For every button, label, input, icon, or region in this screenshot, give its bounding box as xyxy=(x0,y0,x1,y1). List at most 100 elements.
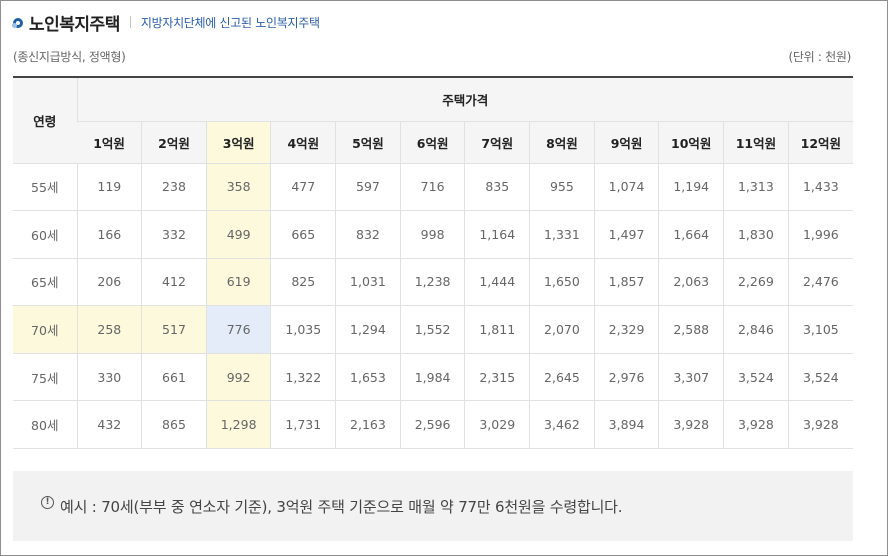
value-cell: 3,928 xyxy=(787,400,853,450)
pension-table: 연령 주택가격 1억원 2억원 3억원 4억원 5억원 6억원 7억원 8억원 9억원 10억원 1… xyxy=(13,76,853,450)
house-price-header: 주택가격 xyxy=(76,76,853,122)
value-cell: 1,857 xyxy=(593,258,659,307)
title-divider xyxy=(129,16,131,28)
value-cell: 3,928 xyxy=(658,400,724,450)
value-cell: 3,524 xyxy=(723,353,789,402)
price-column-header: 6억원 xyxy=(399,121,465,164)
value-cell: 835 xyxy=(464,163,530,212)
value-cell: 1,830 xyxy=(723,210,789,259)
value-cell: 1,322 xyxy=(270,353,336,402)
price-column-header: 2억원 xyxy=(141,121,207,164)
price-column-header: 4억원 xyxy=(270,121,336,164)
value-cell: 206 xyxy=(76,258,142,307)
value-cell: 1,294 xyxy=(335,305,401,354)
value-cell: 477 xyxy=(270,163,336,212)
section-header: 노인복지주택 지방자치단체에 신고된 노인복지주택 xyxy=(12,9,320,35)
value-cell: 716 xyxy=(399,163,465,212)
value-cell: 998 xyxy=(399,210,465,259)
value-cell: 1,074 xyxy=(593,163,659,212)
value-cell: 865 xyxy=(141,400,207,450)
value-cell: 1,238 xyxy=(399,258,465,307)
value-cell: 661 xyxy=(141,353,207,402)
value-cell: 119 xyxy=(76,163,142,212)
price-column-header: 5억원 xyxy=(335,121,401,164)
value-cell: 1,433 xyxy=(787,163,853,212)
value-cell: 1,731 xyxy=(270,400,336,450)
value-cell: 1,996 xyxy=(787,210,853,259)
value-cell: 992 xyxy=(205,353,271,402)
value-cell: 832 xyxy=(335,210,401,259)
value-cell: 3,894 xyxy=(593,400,659,450)
price-column-header: 9억원 xyxy=(593,121,659,164)
value-cell: 1,552 xyxy=(399,305,465,354)
page-subtitle: 지방자치단체에 신고된 노인복지주택 xyxy=(140,15,320,30)
value-cell: 3,928 xyxy=(723,400,789,450)
value-cell: 955 xyxy=(529,163,595,212)
value-cell: 238 xyxy=(141,163,207,212)
example-note-text: 예시 : 70세(부부 중 연소자 기준), 3억원 주택 기준으로 매월 약 … xyxy=(60,497,623,516)
age-cell: 80세 xyxy=(13,400,77,450)
value-cell: 1,984 xyxy=(399,353,465,402)
value-cell: 499 xyxy=(205,210,271,259)
value-cell: 1,653 xyxy=(335,353,401,402)
value-cell: 1,650 xyxy=(529,258,595,307)
value-cell: 1,313 xyxy=(723,163,789,212)
price-column-header: 1억원 xyxy=(77,121,142,164)
age-column-header: 연령 xyxy=(13,76,77,164)
value-cell: 3,029 xyxy=(464,400,530,450)
value-cell: 166 xyxy=(76,210,142,259)
value-cell: 2,269 xyxy=(723,258,789,307)
price-column-header: 8억원 xyxy=(529,121,595,164)
value-cell: 332 xyxy=(141,210,207,259)
value-cell: 2,329 xyxy=(593,305,659,354)
value-cell: 1,497 xyxy=(593,210,659,259)
table-row: 75세 330 661 992 1,322 1,653 1,984 2,315 2,645 2,9… xyxy=(13,353,853,402)
payment-method-label: (종신지급방식, 정액형) xyxy=(13,50,126,64)
value-cell: 619 xyxy=(205,258,271,307)
value-cell: 3,462 xyxy=(529,400,595,450)
value-cell: 825 xyxy=(270,258,336,307)
value-cell: 330 xyxy=(76,353,142,402)
value-cell: 1,194 xyxy=(658,163,724,212)
value-cell: 3,105 xyxy=(787,305,853,354)
value-cell: 517 xyxy=(141,305,207,354)
value-cell: 1,298 xyxy=(205,400,271,450)
bullet-icon xyxy=(12,18,23,28)
price-column-header: 3억원 xyxy=(205,121,271,164)
value-cell: 665 xyxy=(270,210,336,259)
price-column-header: 7억원 xyxy=(464,121,530,164)
value-cell: 2,315 xyxy=(464,353,530,402)
age-cell: 60세 xyxy=(13,210,77,259)
table-row: 55세 119 238 358 477 597 716 835 955 1,074 1,194 1,3… xyxy=(13,163,853,212)
value-cell: 1,664 xyxy=(658,210,724,259)
table-row: 60세 166 332 499 665 832 998 1,164 1,331 1,497 1,66… xyxy=(13,210,853,259)
value-cell: 3,307 xyxy=(658,353,724,402)
value-cell: 2,476 xyxy=(787,258,853,307)
value-cell: 412 xyxy=(141,258,207,307)
unit-label: (단위 : 천원) xyxy=(788,50,852,64)
value-cell: 1,031 xyxy=(335,258,401,307)
value-cell: 1,164 xyxy=(464,210,530,259)
example-note: ! 예시 : 70세(부부 중 연소자 기준), 3억원 주택 기준으로 매월 … xyxy=(13,471,853,541)
value-cell: 1,811 xyxy=(464,305,530,354)
value-cell: 2,596 xyxy=(399,400,465,450)
info-icon: ! xyxy=(41,495,54,509)
price-column-header: 10억원 xyxy=(658,121,724,164)
value-cell: 2,070 xyxy=(529,305,595,354)
table-row: 70세 258 517 776 1,035 1,294 1,552 1,811 2,070 2,3… xyxy=(13,305,853,354)
value-cell: 776 xyxy=(205,305,271,354)
table-row: 65세 206 412 619 825 1,031 1,238 1,444 1,650 1,857… xyxy=(13,258,853,307)
price-column-header: 11억원 xyxy=(723,121,789,164)
value-cell: 358 xyxy=(205,163,271,212)
value-cell: 2,846 xyxy=(723,305,789,354)
value-cell: 2,063 xyxy=(658,258,724,307)
value-cell: 1,035 xyxy=(270,305,336,354)
value-cell: 597 xyxy=(335,163,401,212)
value-cell: 2,976 xyxy=(593,353,659,402)
value-cell: 2,645 xyxy=(529,353,595,402)
value-cell: 1,331 xyxy=(529,210,595,259)
table-row: 80세 432 865 1,298 1,731 2,163 2,596 3,029 3,462 3… xyxy=(13,400,853,450)
age-cell: 75세 xyxy=(13,353,77,402)
value-cell: 1,444 xyxy=(464,258,530,307)
